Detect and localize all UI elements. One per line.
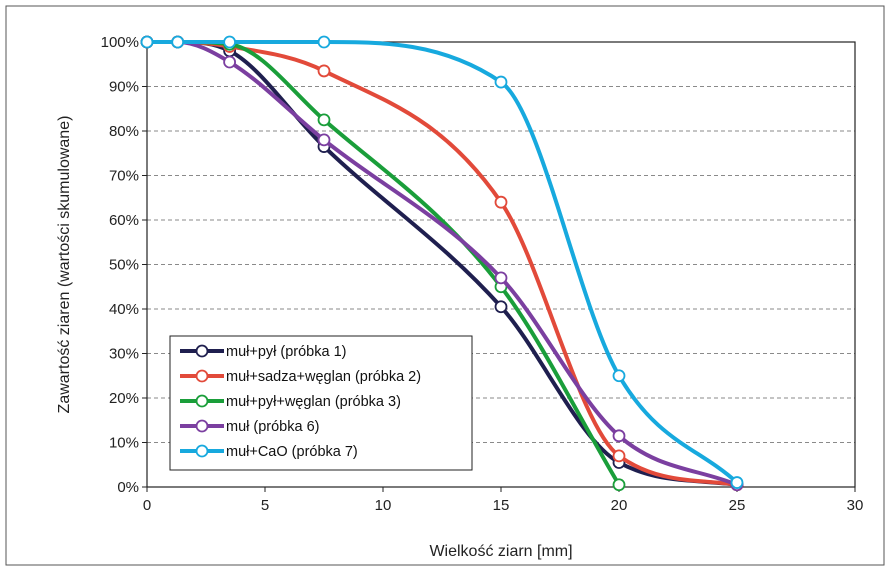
legend-swatch-marker	[195, 419, 209, 433]
data-point	[140, 35, 154, 49]
legend-item: muł+CaO (próbka 7)	[180, 444, 358, 460]
y-tick-label: 0%	[117, 479, 139, 496]
data-point	[494, 271, 508, 285]
data-point	[317, 35, 331, 49]
data-point	[612, 369, 626, 383]
legend-label: muł (próbka 6)	[226, 419, 319, 435]
x-tick-label: 10	[375, 497, 392, 514]
legend-label: muł+pył+węglan (próbka 3)	[226, 394, 401, 410]
x-tick-label: 15	[493, 497, 510, 514]
y-tick-label: 60%	[109, 212, 139, 229]
data-point	[730, 476, 744, 489]
data-point	[494, 195, 508, 209]
data-point	[317, 113, 331, 127]
x-tick-label: 25	[729, 497, 746, 514]
data-point	[494, 75, 508, 89]
data-point	[223, 55, 237, 69]
series-line	[145, 39, 739, 485]
data-point	[317, 133, 331, 147]
legend-swatch-marker	[195, 344, 209, 358]
x-tick-label: 20	[611, 497, 628, 514]
series-5	[140, 35, 744, 489]
legend-item: muł+sadza+węglan (próbka 2)	[180, 369, 421, 385]
y-tick-label: 80%	[109, 123, 139, 140]
data-point	[612, 449, 626, 463]
legend-item: muł+pył (próbka 1)	[180, 344, 346, 360]
x-axis-title: Wielkość ziarn [mm]	[429, 543, 572, 560]
y-tick-label: 50%	[109, 257, 139, 274]
y-axis-title: Zawartość ziaren (wartości skumulowane)	[56, 116, 73, 414]
y-tick-label: 40%	[109, 301, 139, 318]
series-layer	[140, 35, 744, 492]
y-tick-label: 30%	[109, 346, 139, 363]
data-point	[612, 429, 626, 443]
y-tick-label: 100%	[101, 34, 139, 51]
data-point	[223, 35, 237, 49]
y-tick-label: 90%	[109, 79, 139, 96]
chart-frame	[5, 5, 885, 566]
legend-label: muł+sadza+węglan (próbka 2)	[226, 369, 421, 385]
legend: muł+pył (próbka 1) muł+sadza+węglan (prób…	[169, 335, 473, 471]
data-point	[317, 64, 331, 78]
y-tick-label: 10%	[109, 435, 139, 452]
legend-label: muł+CaO (próbka 7)	[226, 444, 358, 460]
x-tick-label: 30	[847, 497, 864, 514]
x-tick-label: 0	[143, 497, 151, 514]
x-axis-ticks: 0 5 10 15 20 25 30	[143, 487, 864, 514]
x-tick-label: 5	[261, 497, 269, 514]
legend-swatch-marker	[195, 444, 209, 458]
data-point	[171, 35, 185, 49]
legend-item: muł (próbka 6)	[180, 419, 319, 435]
data-point	[612, 478, 626, 492]
legend-swatch-marker	[195, 369, 209, 383]
legend-label: muł+pył (próbka 1)	[226, 344, 346, 360]
legend-item: muł+pył+węglan (próbka 3)	[180, 394, 401, 410]
y-tick-label: 70%	[109, 168, 139, 185]
y-tick-label: 20%	[109, 390, 139, 407]
y-axis-ticks: 0% 10% 20% 30% 40% 50% 60% 70% 80% 90% 100%	[101, 34, 147, 496]
legend-swatch-marker	[195, 394, 209, 408]
data-point	[494, 300, 508, 314]
